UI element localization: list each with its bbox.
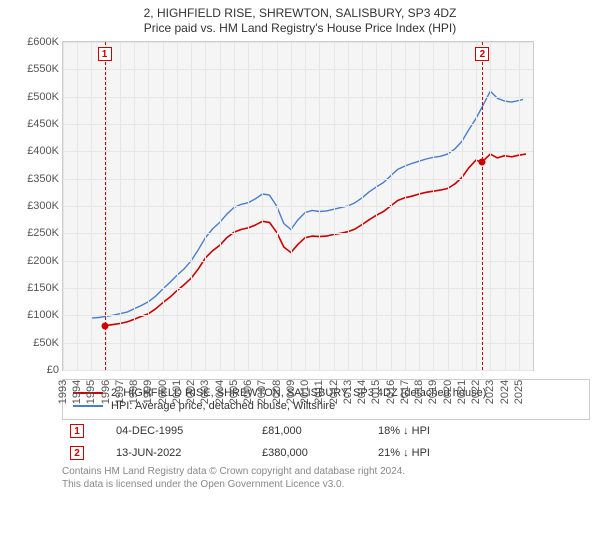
footer-line-1: Contains HM Land Registry data © Crown c… (62, 466, 592, 477)
x-tick: 1996 (100, 380, 112, 404)
tx-guideline (482, 42, 483, 370)
x-tick: 2009 (285, 380, 297, 404)
x-tick: 2019 (427, 380, 439, 404)
x-tick: 2003 (199, 380, 211, 404)
x-tick: 2020 (442, 380, 454, 404)
x-tick: 1993 (57, 380, 69, 404)
tx-price: £81,000 (254, 420, 370, 442)
x-tick: 2007 (256, 380, 268, 404)
footer-line-2: This data is licensed under the Open Gov… (62, 479, 592, 490)
tx-delta: 21% ↓ HPI (370, 442, 590, 464)
y-tick: £150K (13, 282, 59, 294)
x-tick: 2025 (513, 380, 525, 404)
x-tick: 2001 (171, 380, 183, 404)
x-tick: 2012 (328, 380, 340, 404)
y-tick: £500K (13, 91, 59, 103)
tx-price: £380,000 (254, 442, 370, 464)
y-tick: £300K (13, 200, 59, 212)
tx-date: 13-JUN-2022 (108, 442, 254, 464)
marker-1-icon: 1 (70, 424, 84, 438)
x-tick: 2011 (313, 380, 325, 404)
y-tick: £200K (13, 255, 59, 267)
x-tick: 2000 (157, 380, 169, 404)
tx-marker: 2 (475, 47, 489, 61)
tx-point (101, 322, 108, 329)
table-row: 2 13-JUN-2022 £380,000 21% ↓ HPI (62, 442, 590, 464)
y-tick: £50K (13, 337, 59, 349)
x-tick: 2018 (413, 380, 425, 404)
x-tick: 2006 (242, 380, 254, 404)
chart-title: 2, HIGHFIELD RISE, SHREWTON, SALISBURY, … (8, 6, 592, 20)
x-tick: 2010 (299, 380, 311, 404)
y-tick: £450K (13, 118, 59, 130)
y-tick: £550K (13, 63, 59, 75)
y-tick: £400K (13, 145, 59, 157)
tx-point (479, 159, 486, 166)
x-tick: 2017 (399, 380, 411, 404)
y-tick: £100K (13, 309, 59, 321)
x-tick: 2015 (370, 380, 382, 404)
x-tick: 1999 (142, 380, 154, 404)
x-tick: 2005 (228, 380, 240, 404)
x-tick: 2024 (499, 380, 511, 404)
x-tick: 2023 (484, 380, 496, 404)
transactions-table: 1 04-DEC-1995 £81,000 18% ↓ HPI 2 13-JUN… (62, 420, 590, 464)
x-tick: 2016 (385, 380, 397, 404)
y-tick: £350K (13, 173, 59, 185)
x-tick: 1998 (128, 380, 140, 404)
x-tick: 2021 (456, 380, 468, 404)
marker-2-icon: 2 (70, 446, 84, 460)
plot-area: £0£50K£100K£150K£200K£250K£300K£350K£400… (63, 42, 533, 370)
x-tick: 2004 (214, 380, 226, 404)
x-tick: 2022 (470, 380, 482, 404)
x-tick: 1994 (71, 380, 83, 404)
tx-delta: 18% ↓ HPI (370, 420, 590, 442)
y-tick: £0 (13, 364, 59, 376)
legend-swatch-2 (73, 405, 103, 407)
tx-date: 04-DEC-1995 (108, 420, 254, 442)
tx-marker: 1 (98, 47, 112, 61)
x-tick: 1995 (85, 380, 97, 404)
x-tick: 2008 (271, 380, 283, 404)
price-chart: £0£50K£100K£150K£200K£250K£300K£350K£400… (62, 41, 534, 371)
chart-subtitle: Price paid vs. HM Land Registry's House … (8, 21, 592, 35)
x-tick: 1997 (114, 380, 126, 404)
tx-guideline (105, 42, 106, 370)
x-tick: 2014 (356, 380, 368, 404)
y-tick: £250K (13, 227, 59, 239)
y-tick: £600K (13, 36, 59, 48)
x-tick: 2013 (342, 380, 354, 404)
x-tick: 2002 (185, 380, 197, 404)
table-row: 1 04-DEC-1995 £81,000 18% ↓ HPI (62, 420, 590, 442)
